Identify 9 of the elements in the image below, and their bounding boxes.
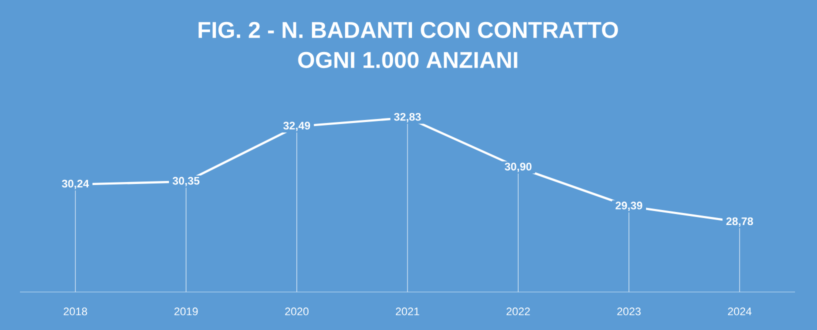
- x-tick-label: 2020: [285, 308, 309, 316]
- chart-subtitle: OGNI 1.000 ANZIANI: [298, 52, 518, 68]
- x-tick-label: 2022: [506, 308, 530, 316]
- x-tick-label: 2019: [174, 308, 198, 316]
- chart-title: FIG. 2 - N. BADANTI CON CONTRATTO: [198, 22, 618, 38]
- x-tick-label: 2023: [617, 308, 641, 316]
- x-tick-label: 2021: [396, 308, 420, 316]
- x-tick-label: 2018: [64, 308, 88, 316]
- x-tick-label: 2024: [728, 308, 752, 316]
